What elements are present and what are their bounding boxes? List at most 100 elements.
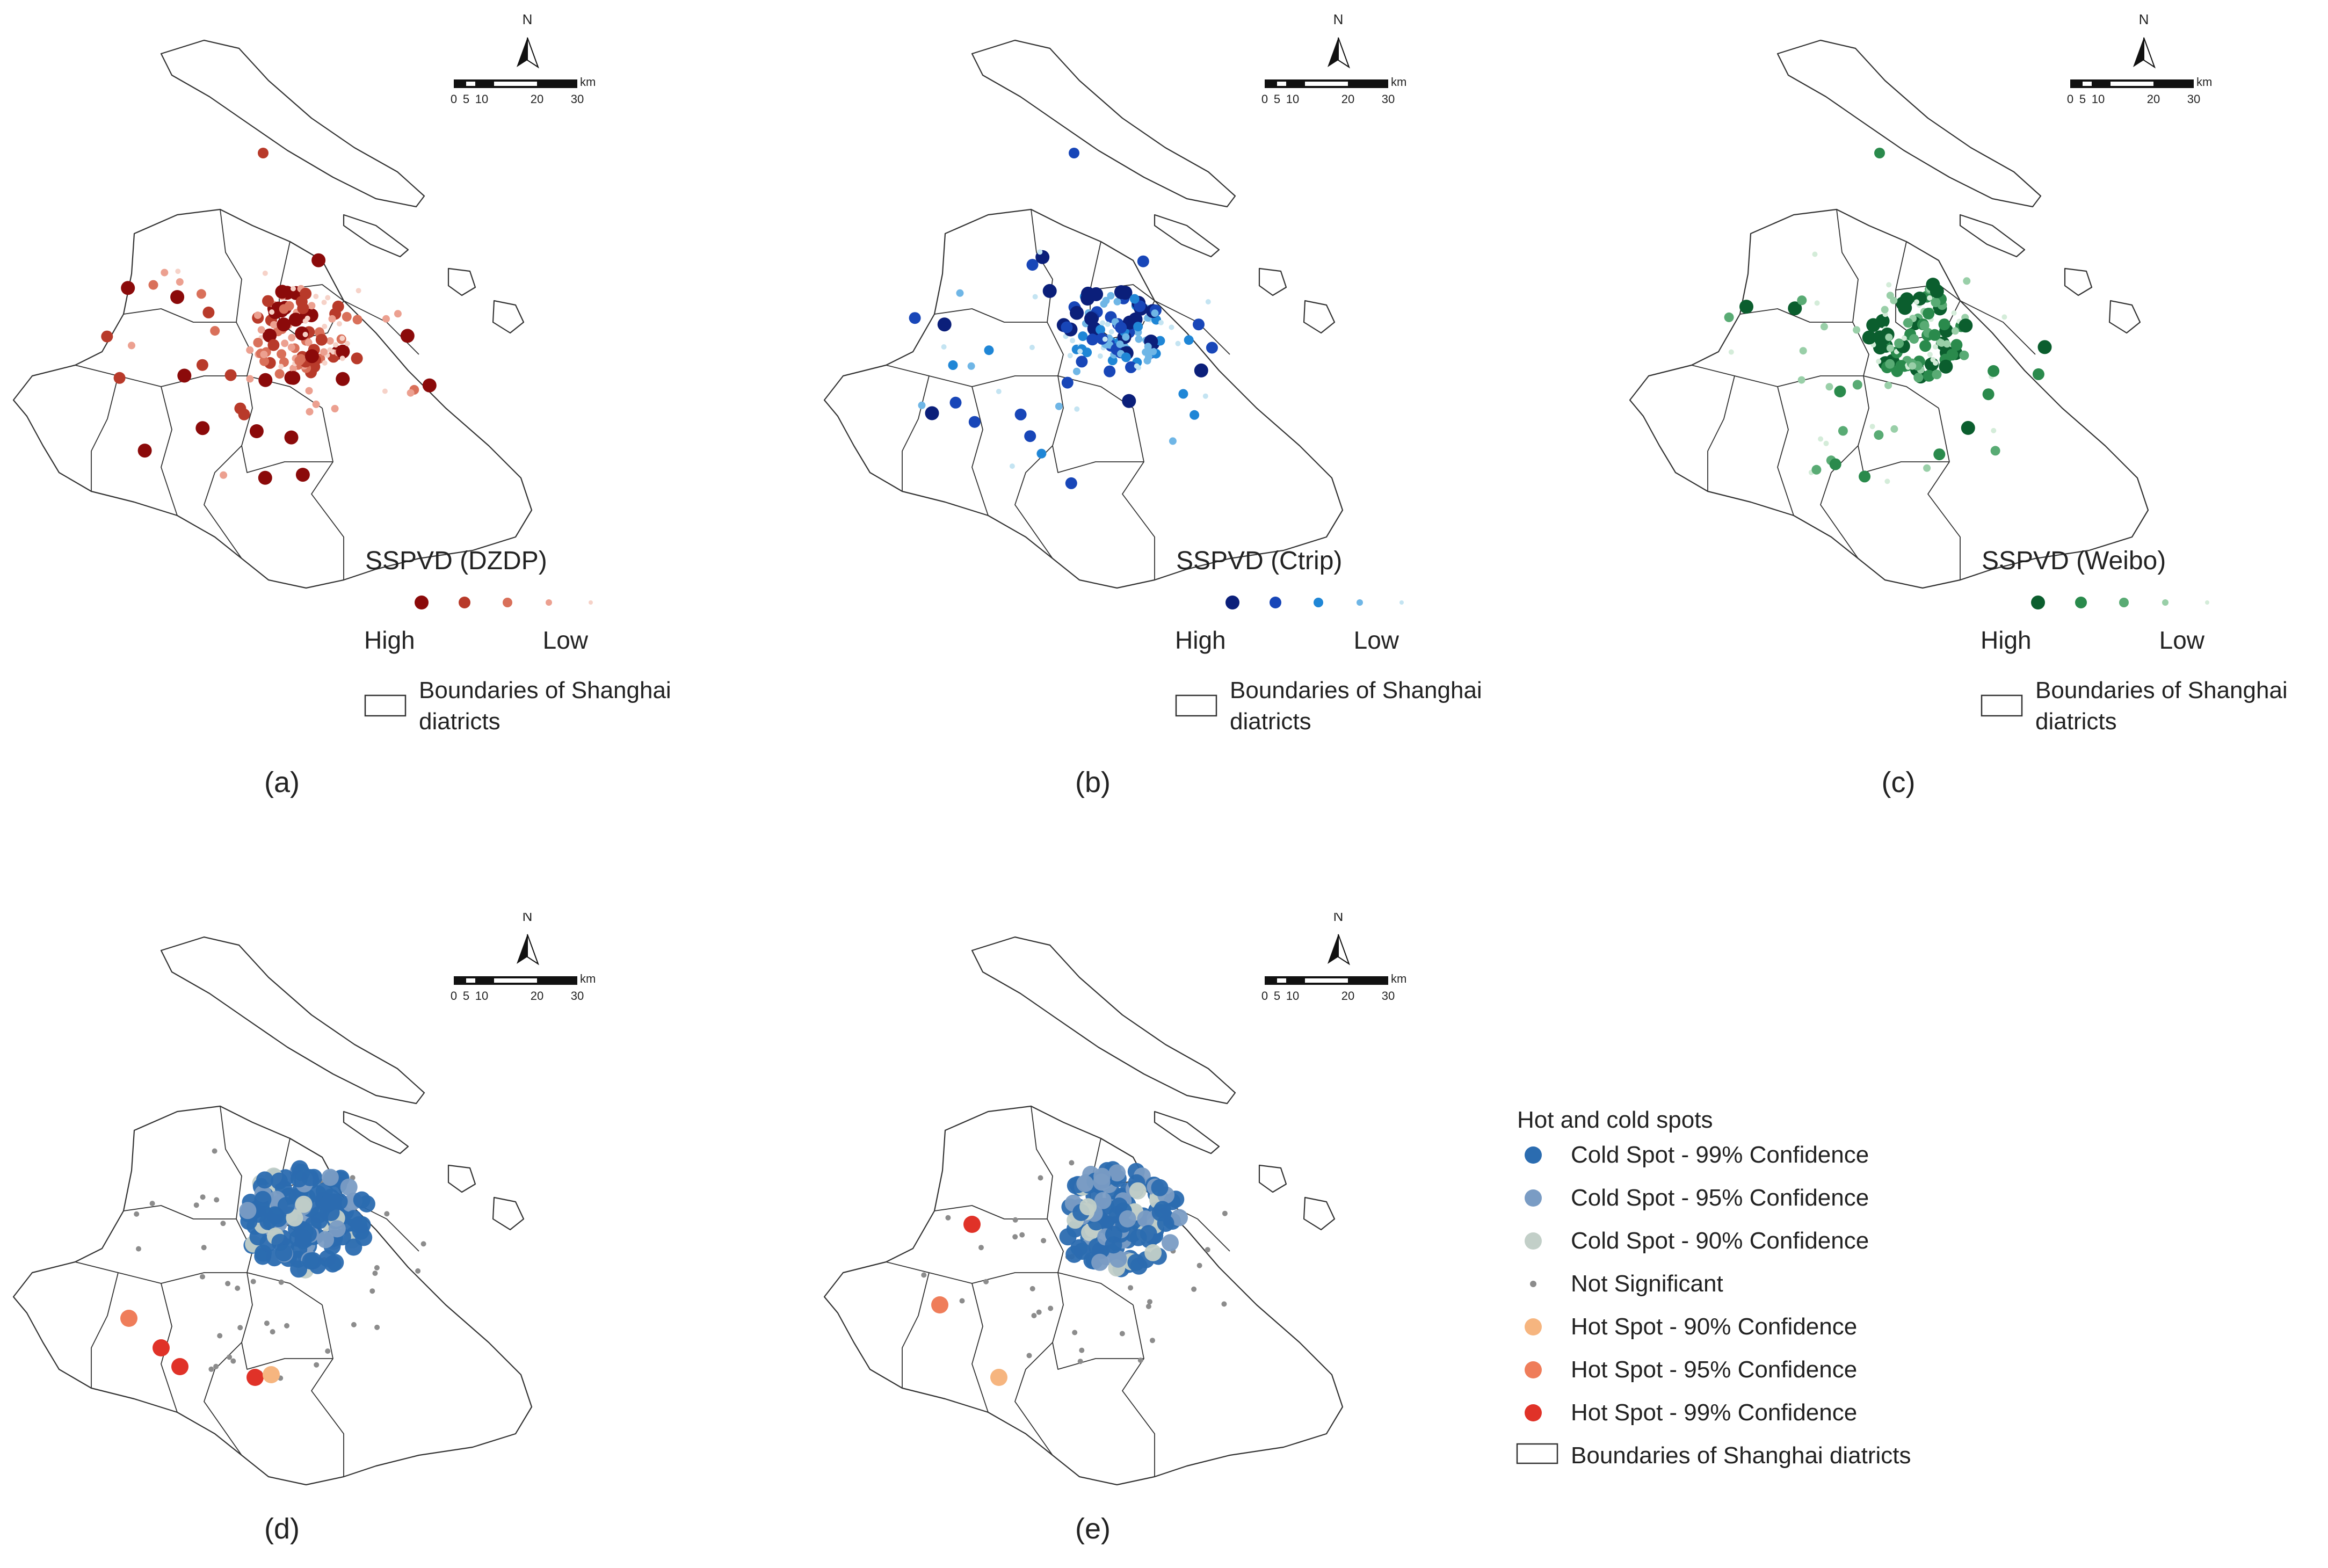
data-point [1823, 440, 1829, 446]
data-point [983, 1279, 989, 1284]
boundary-legend-swatch [364, 694, 407, 717]
data-point [941, 344, 947, 350]
data-point [1074, 406, 1080, 412]
legend-title: Hot and cold spots [1517, 1107, 1713, 1133]
data-point [1898, 301, 1912, 315]
data-point [1108, 1164, 1126, 1182]
district-line [902, 375, 930, 491]
data-point [1084, 311, 1098, 326]
data-point [1951, 327, 1959, 335]
scale-tick-label: 30 [1382, 989, 1395, 1003]
data-point [137, 444, 152, 458]
data-point [1884, 381, 1892, 389]
data-point [254, 1190, 272, 1208]
mainland-boundary [823, 1105, 1344, 1486]
district-line [1154, 300, 1230, 355]
north-label: N [2139, 11, 2149, 27]
data-point [305, 387, 313, 395]
data-point [1818, 436, 1824, 442]
data-point [304, 315, 310, 321]
data-point [322, 323, 328, 329]
data-point [1069, 148, 1079, 158]
data-point [311, 253, 326, 267]
data-point [1885, 359, 1895, 369]
data-point [1193, 318, 1205, 331]
data-point [1852, 380, 1862, 390]
data-point [1814, 300, 1820, 306]
data-point [297, 302, 309, 314]
scale-bar: Nkm 0 5 10 20 30 [451, 908, 596, 1003]
data-point [1114, 285, 1128, 299]
data-point [113, 372, 126, 384]
legend-swatch [1525, 1361, 1542, 1378]
legend-item-label: Hot Spot - 99% Confidence [1571, 1399, 1857, 1426]
data-point [1086, 333, 1099, 346]
data-point [1036, 1309, 1042, 1315]
data-point [949, 396, 962, 409]
data-point [1059, 1228, 1077, 1246]
mainland-boundary [12, 1105, 533, 1486]
data-point [968, 416, 981, 428]
data-point [278, 1279, 284, 1285]
data-point [1107, 292, 1115, 300]
data-point [374, 1265, 380, 1271]
legend-svg: Hot and cold spots Cold Spot - 99% Confid… [1516, 1107, 1911, 1469]
data-point [1169, 324, 1174, 330]
data-point [279, 304, 289, 314]
data-point [382, 388, 388, 394]
data-point [333, 342, 338, 348]
data-point [289, 364, 298, 372]
data-point [1024, 430, 1036, 442]
data-point [1196, 1262, 1202, 1268]
district-line [1739, 308, 1853, 323]
data-point [288, 333, 296, 342]
data-point [415, 1268, 421, 1274]
data-point [1171, 1209, 1188, 1226]
data-point [1042, 284, 1057, 298]
data-point [270, 321, 278, 329]
data-point [1122, 333, 1130, 341]
data-point [1115, 322, 1127, 334]
data-point [1950, 339, 1963, 351]
panel-label: (a) [264, 766, 300, 798]
sspvd-points [101, 148, 437, 485]
data-point [290, 1260, 308, 1278]
data-point [213, 1363, 219, 1369]
map-svg: Nkm 0 5 10 20 30 (d) [12, 908, 596, 1545]
legend-swatch [589, 600, 593, 605]
data-point [1121, 352, 1131, 362]
data-point [1105, 321, 1111, 327]
data-point [278, 364, 284, 369]
data-point [101, 330, 113, 343]
scale-tick-label: 20 [1341, 92, 1354, 106]
data-point [931, 1296, 948, 1313]
data-point [1866, 318, 1881, 332]
data-point [270, 1329, 275, 1335]
data-point [1077, 1359, 1083, 1364]
data-point [1055, 402, 1063, 410]
data-point [225, 1281, 231, 1287]
legend: SSPVD (Ctrip) High Low Boundaries of Shangh… [1175, 547, 1482, 735]
data-point [1982, 388, 1995, 401]
data-point [304, 349, 319, 364]
data-point [945, 1215, 951, 1221]
north-arrow-icon [1328, 37, 1350, 69]
data-point [344, 340, 350, 346]
data-point [277, 317, 291, 332]
data-point [1913, 373, 1924, 383]
data-point [263, 328, 277, 343]
data-point [1102, 296, 1110, 304]
district-line [75, 1261, 323, 1305]
data-point [148, 280, 158, 290]
data-point [1221, 1301, 1227, 1307]
data-point [1169, 437, 1177, 445]
data-point [1946, 349, 1959, 361]
legend-title: SSPVD (Weibo) [1982, 547, 2166, 575]
data-point [238, 408, 250, 420]
data-point [1100, 320, 1106, 326]
data-point [356, 288, 361, 294]
data-point [1142, 348, 1150, 356]
data-point [372, 1271, 378, 1276]
district-line [204, 1342, 242, 1456]
